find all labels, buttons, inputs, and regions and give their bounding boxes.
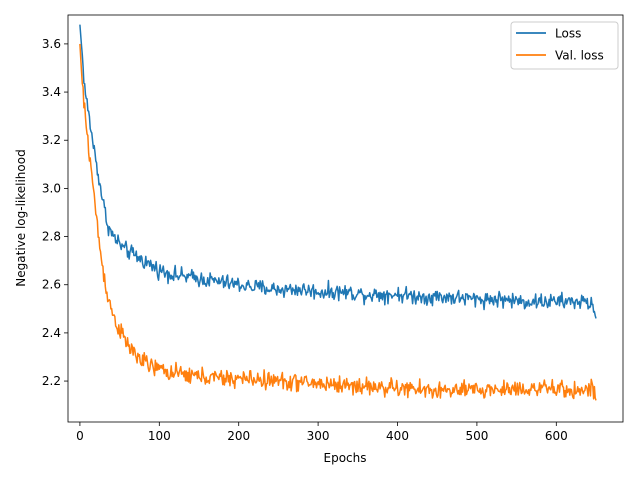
series-layer xyxy=(79,24,597,401)
x-tick-label: 0 xyxy=(76,429,84,443)
y-tick-label: 3.4 xyxy=(42,85,61,99)
x-tick-label: 400 xyxy=(386,429,409,443)
y-tick-label: 2.8 xyxy=(42,230,61,244)
legend-label-val-loss: Val. loss xyxy=(555,49,604,63)
x-axis-label: Epochs xyxy=(324,451,367,465)
plot-frame xyxy=(67,14,624,423)
y-tick-label: 2.4 xyxy=(42,326,61,340)
x-tick-label: 300 xyxy=(307,429,330,443)
y-tick-label: 3.0 xyxy=(42,181,61,195)
x-tick-label: 200 xyxy=(227,429,250,443)
x-tick-label: 100 xyxy=(148,429,171,443)
y-tick-label: 2.6 xyxy=(42,278,61,292)
x-axis-ticks: 0 100 200 300 400 500 600 xyxy=(76,422,568,443)
series-line-loss xyxy=(79,24,597,319)
y-tick-label: 3.6 xyxy=(42,37,61,51)
series-line-val-loss xyxy=(79,43,597,401)
y-axis-ticks: 2.2 2.4 2.6 2.8 3.0 3.2 3.4 3.6 xyxy=(42,37,68,388)
x-tick-label: 500 xyxy=(465,429,488,443)
legend: Loss Val. loss xyxy=(510,21,619,70)
y-tick-label: 3.2 xyxy=(42,133,61,147)
y-tick-label: 2.2 xyxy=(42,374,61,388)
y-axis-label: Negative log-likelihood xyxy=(14,149,28,286)
x-tick-label: 600 xyxy=(545,429,568,443)
plot-area xyxy=(68,15,623,422)
legend-label-loss: Loss xyxy=(555,27,581,41)
